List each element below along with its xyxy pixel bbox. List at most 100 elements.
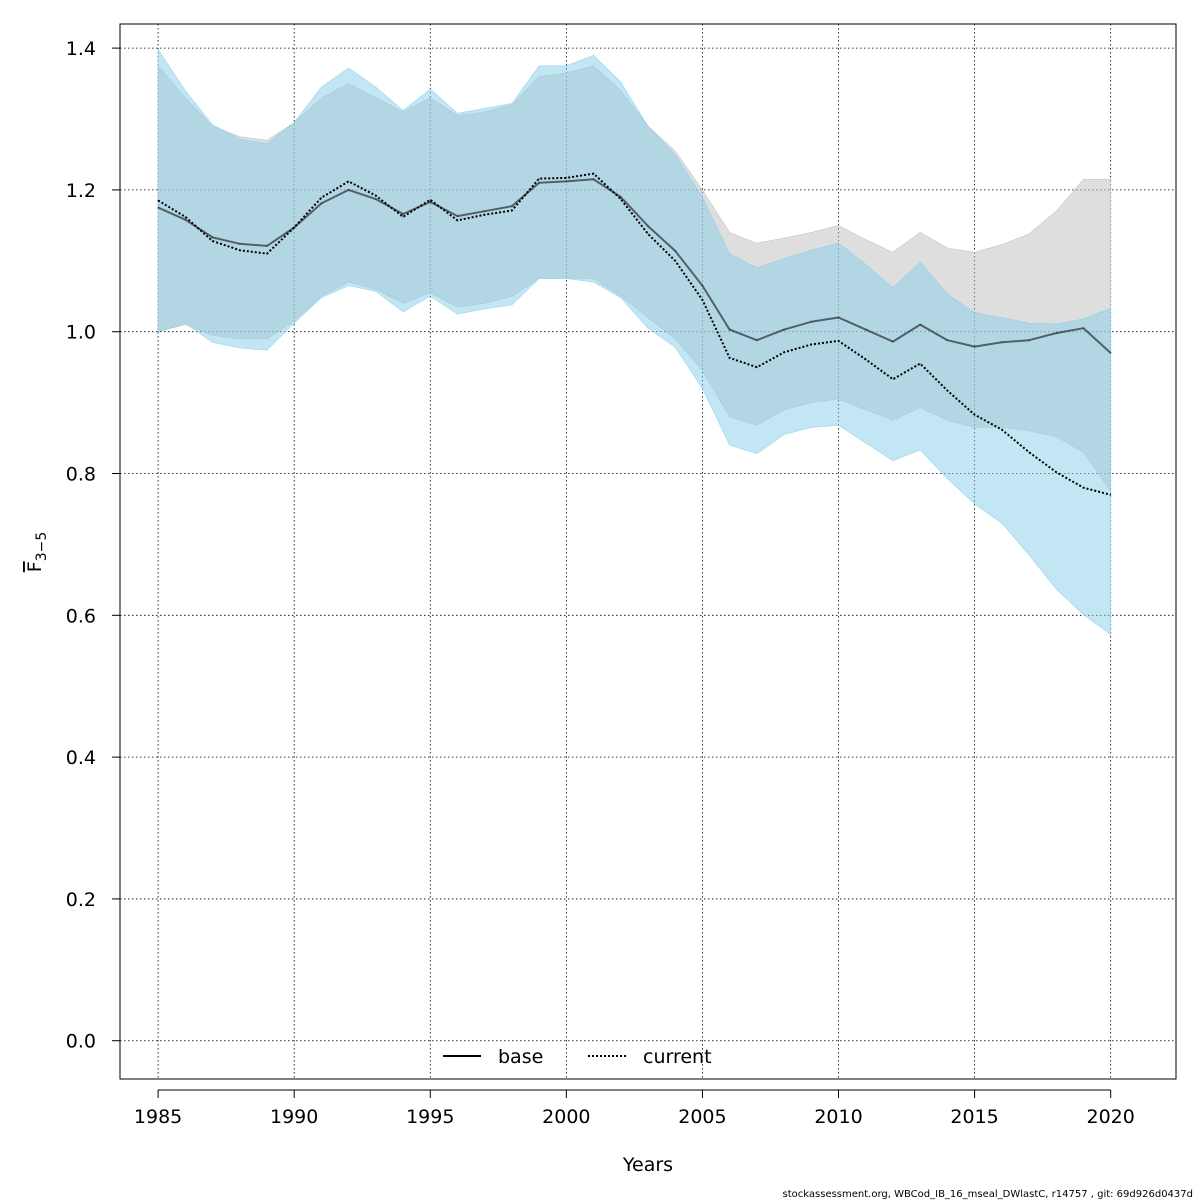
point-base <box>456 215 459 217</box>
point-base <box>511 205 513 208</box>
point-current <box>293 226 295 229</box>
point-base <box>1055 332 1058 334</box>
point-current <box>429 199 432 201</box>
point-current <box>1109 493 1112 496</box>
point-current <box>619 198 622 200</box>
y-tick-label: 1.2 <box>66 180 96 202</box>
point-base <box>674 250 677 252</box>
x-tick-label: 2020 <box>1087 1106 1135 1128</box>
x-tick-label: 2010 <box>814 1106 862 1128</box>
point-current <box>701 299 704 301</box>
x-tick-label: 2015 <box>950 1106 998 1128</box>
point-base <box>375 198 377 200</box>
point-base <box>347 189 350 191</box>
plot-frame <box>119 23 1177 1080</box>
legend-label-current: current <box>643 1046 712 1068</box>
point-base <box>1109 352 1112 354</box>
point-current <box>565 177 568 179</box>
y-axis-title: F3−5 <box>24 532 50 572</box>
x-tick-label: 2005 <box>678 1106 726 1128</box>
point-current <box>1055 471 1058 473</box>
y-axis-title-subscript: 3−5 <box>34 532 50 562</box>
point-current <box>375 194 377 197</box>
y-tick-label: 1.0 <box>66 322 96 344</box>
point-current <box>919 362 921 365</box>
band-current <box>157 48 1111 636</box>
point-base <box>402 213 404 215</box>
point-base <box>238 242 241 245</box>
y-axis: 0.0 0.2 0.4 0.6 0.8 1.0 1.2 1.4 <box>66 38 120 1053</box>
x-axis: 1985 1990 1995 2000 2005 2010 2015 2020 <box>134 1089 1135 1128</box>
point-current <box>483 213 486 216</box>
x-tick-label: 1995 <box>406 1106 454 1128</box>
y-tick-label: 0.2 <box>66 889 96 911</box>
x-tick-label: 2000 <box>542 1106 590 1128</box>
point-current <box>402 216 404 218</box>
point-current <box>837 340 840 342</box>
point-current <box>266 252 268 255</box>
legend: base current <box>443 1046 712 1068</box>
point-current <box>511 209 513 212</box>
point-current <box>728 357 731 359</box>
point-base <box>837 316 840 319</box>
y-tick-label: 0.8 <box>66 464 96 486</box>
footer-credit: stockassessment.org, WBCod_IB_16_mseal_D… <box>783 1189 1193 1200</box>
point-base <box>892 340 894 343</box>
point-current <box>238 249 241 251</box>
point-current <box>456 219 459 222</box>
point-current <box>347 180 350 183</box>
y-tick-label: 1.4 <box>66 38 96 60</box>
point-current <box>946 389 949 392</box>
point-current <box>1028 451 1030 454</box>
svg-text:F3−5: F3−5 <box>24 532 50 572</box>
point-current <box>756 366 758 368</box>
point-base <box>592 178 595 181</box>
point-base <box>647 225 649 227</box>
point-current <box>783 351 785 354</box>
point-current <box>810 343 813 346</box>
point-base <box>728 328 731 331</box>
point-base <box>973 345 976 348</box>
point-base <box>946 339 949 342</box>
point-current <box>1001 428 1003 431</box>
point-current <box>892 378 894 381</box>
point-current <box>211 240 214 242</box>
y-tick-label: 0.6 <box>66 605 96 627</box>
point-base <box>266 245 268 247</box>
y-tick-label: 0.0 <box>66 1031 96 1053</box>
point-base <box>1028 339 1030 342</box>
point-current <box>592 172 595 175</box>
y-tick-label: 0.4 <box>66 747 96 769</box>
point-current <box>1082 486 1085 489</box>
point-current <box>157 199 159 202</box>
point-base <box>756 339 758 342</box>
line-base <box>157 178 1112 354</box>
point-base <box>538 182 540 184</box>
point-base <box>483 210 486 212</box>
x-tick-label: 1985 <box>134 1106 182 1128</box>
point-current <box>973 413 976 416</box>
point-base <box>701 284 704 287</box>
point-current <box>184 216 187 218</box>
point-base <box>919 323 921 326</box>
point-base <box>184 218 187 221</box>
legend-label-base: base <box>498 1046 543 1068</box>
series-lines <box>157 172 1112 496</box>
x-tick-label: 1990 <box>270 1106 318 1128</box>
point-base <box>429 201 432 203</box>
point-current <box>864 358 867 361</box>
point-current <box>647 233 649 235</box>
point-base <box>810 320 813 323</box>
point-base <box>157 206 159 209</box>
point-current <box>538 177 540 180</box>
point-base <box>565 180 568 183</box>
confidence-bands <box>157 48 1111 636</box>
y-axis-title-main: F <box>24 561 46 572</box>
point-base <box>1001 341 1003 344</box>
point-base <box>783 328 785 331</box>
x-axis-title: Years <box>622 1154 673 1176</box>
point-current <box>320 196 323 199</box>
point-base <box>211 236 214 239</box>
point-base <box>864 328 867 331</box>
